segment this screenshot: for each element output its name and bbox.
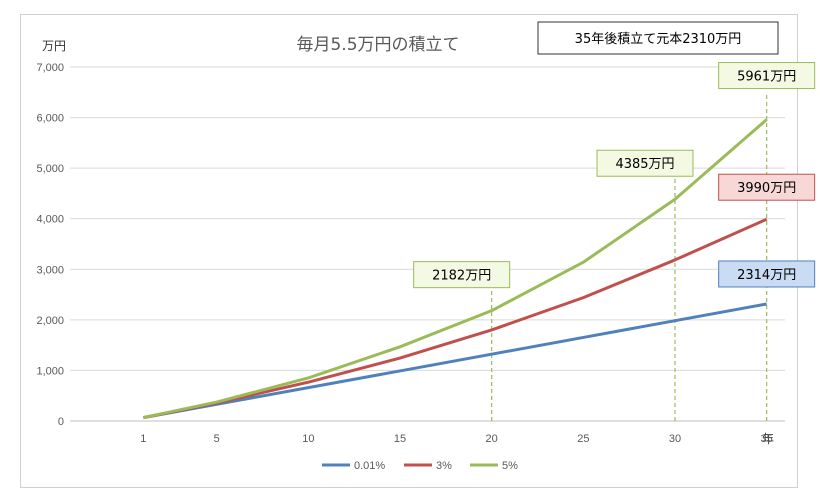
- y-tick-label: 1,000: [36, 365, 64, 377]
- series-line-0.01%: [143, 302, 767, 420]
- x-tick-label: 30: [669, 433, 681, 445]
- callout-box: [718, 173, 816, 201]
- summary-box: [537, 21, 779, 55]
- y-axis-ticks: 0 1,000 2,000 3,000 4,000 5,000 6,000 7,000: [36, 62, 64, 428]
- x-unit-label: 年: [762, 432, 774, 446]
- legend: 0.01% 3% 5%: [322, 460, 518, 472]
- callout-box: [596, 149, 694, 177]
- gridlines: [70, 66, 785, 422]
- x-tick-label: 25: [577, 433, 589, 445]
- callout-box: [718, 260, 816, 288]
- callout-box: [413, 261, 511, 289]
- legend-label: 5%: [502, 460, 518, 472]
- dashed-markers: [491, 93, 768, 421]
- callout-label: 3990万円: [737, 181, 796, 196]
- callout-box: [718, 62, 816, 90]
- y-tick-label: 4,000: [36, 214, 64, 226]
- x-tick-label: 5: [214, 433, 220, 445]
- y-tick-label: 7,000: [36, 62, 64, 74]
- x-tick-label: 1: [140, 433, 146, 445]
- chart-title: 毎月5.5万円の積立て: [296, 35, 459, 55]
- summary-box-text: 35年後積立て元本2310万円: [575, 32, 742, 47]
- callout-label: 5961万円: [737, 70, 796, 85]
- callout-label: 2314万円: [737, 268, 796, 283]
- y-tick-label: 6,000: [36, 113, 64, 125]
- value-callouts: 2182万円 4385万円 5961万円 3990万円 2314万円: [413, 62, 816, 289]
- callout-label: 4385万円: [615, 157, 674, 172]
- legend-label: 3%: [436, 460, 452, 472]
- x-axis-ticks: 1 5 10 15 20 25 30 35: [140, 433, 773, 445]
- x-tick-label: 10: [302, 433, 314, 445]
- callout-label: 2182万円: [432, 269, 491, 284]
- y-tick-label: 5,000: [36, 163, 64, 175]
- y-tick-label: 2,000: [36, 315, 64, 327]
- y-tick-label: 0: [58, 416, 64, 428]
- x-tick-label: 15: [394, 433, 406, 445]
- x-tick-label: 35: [761, 433, 773, 445]
- series-line-5%: [143, 118, 768, 420]
- x-tick-label: 20: [486, 433, 498, 445]
- series-lines: [143, 118, 768, 420]
- y-tick-label: 3,000: [36, 264, 64, 276]
- chart-frame: [20, 14, 798, 488]
- series-line-3%: [143, 217, 768, 420]
- legend-label: 0.01%: [354, 460, 385, 472]
- y-unit-label: 万円: [42, 39, 66, 53]
